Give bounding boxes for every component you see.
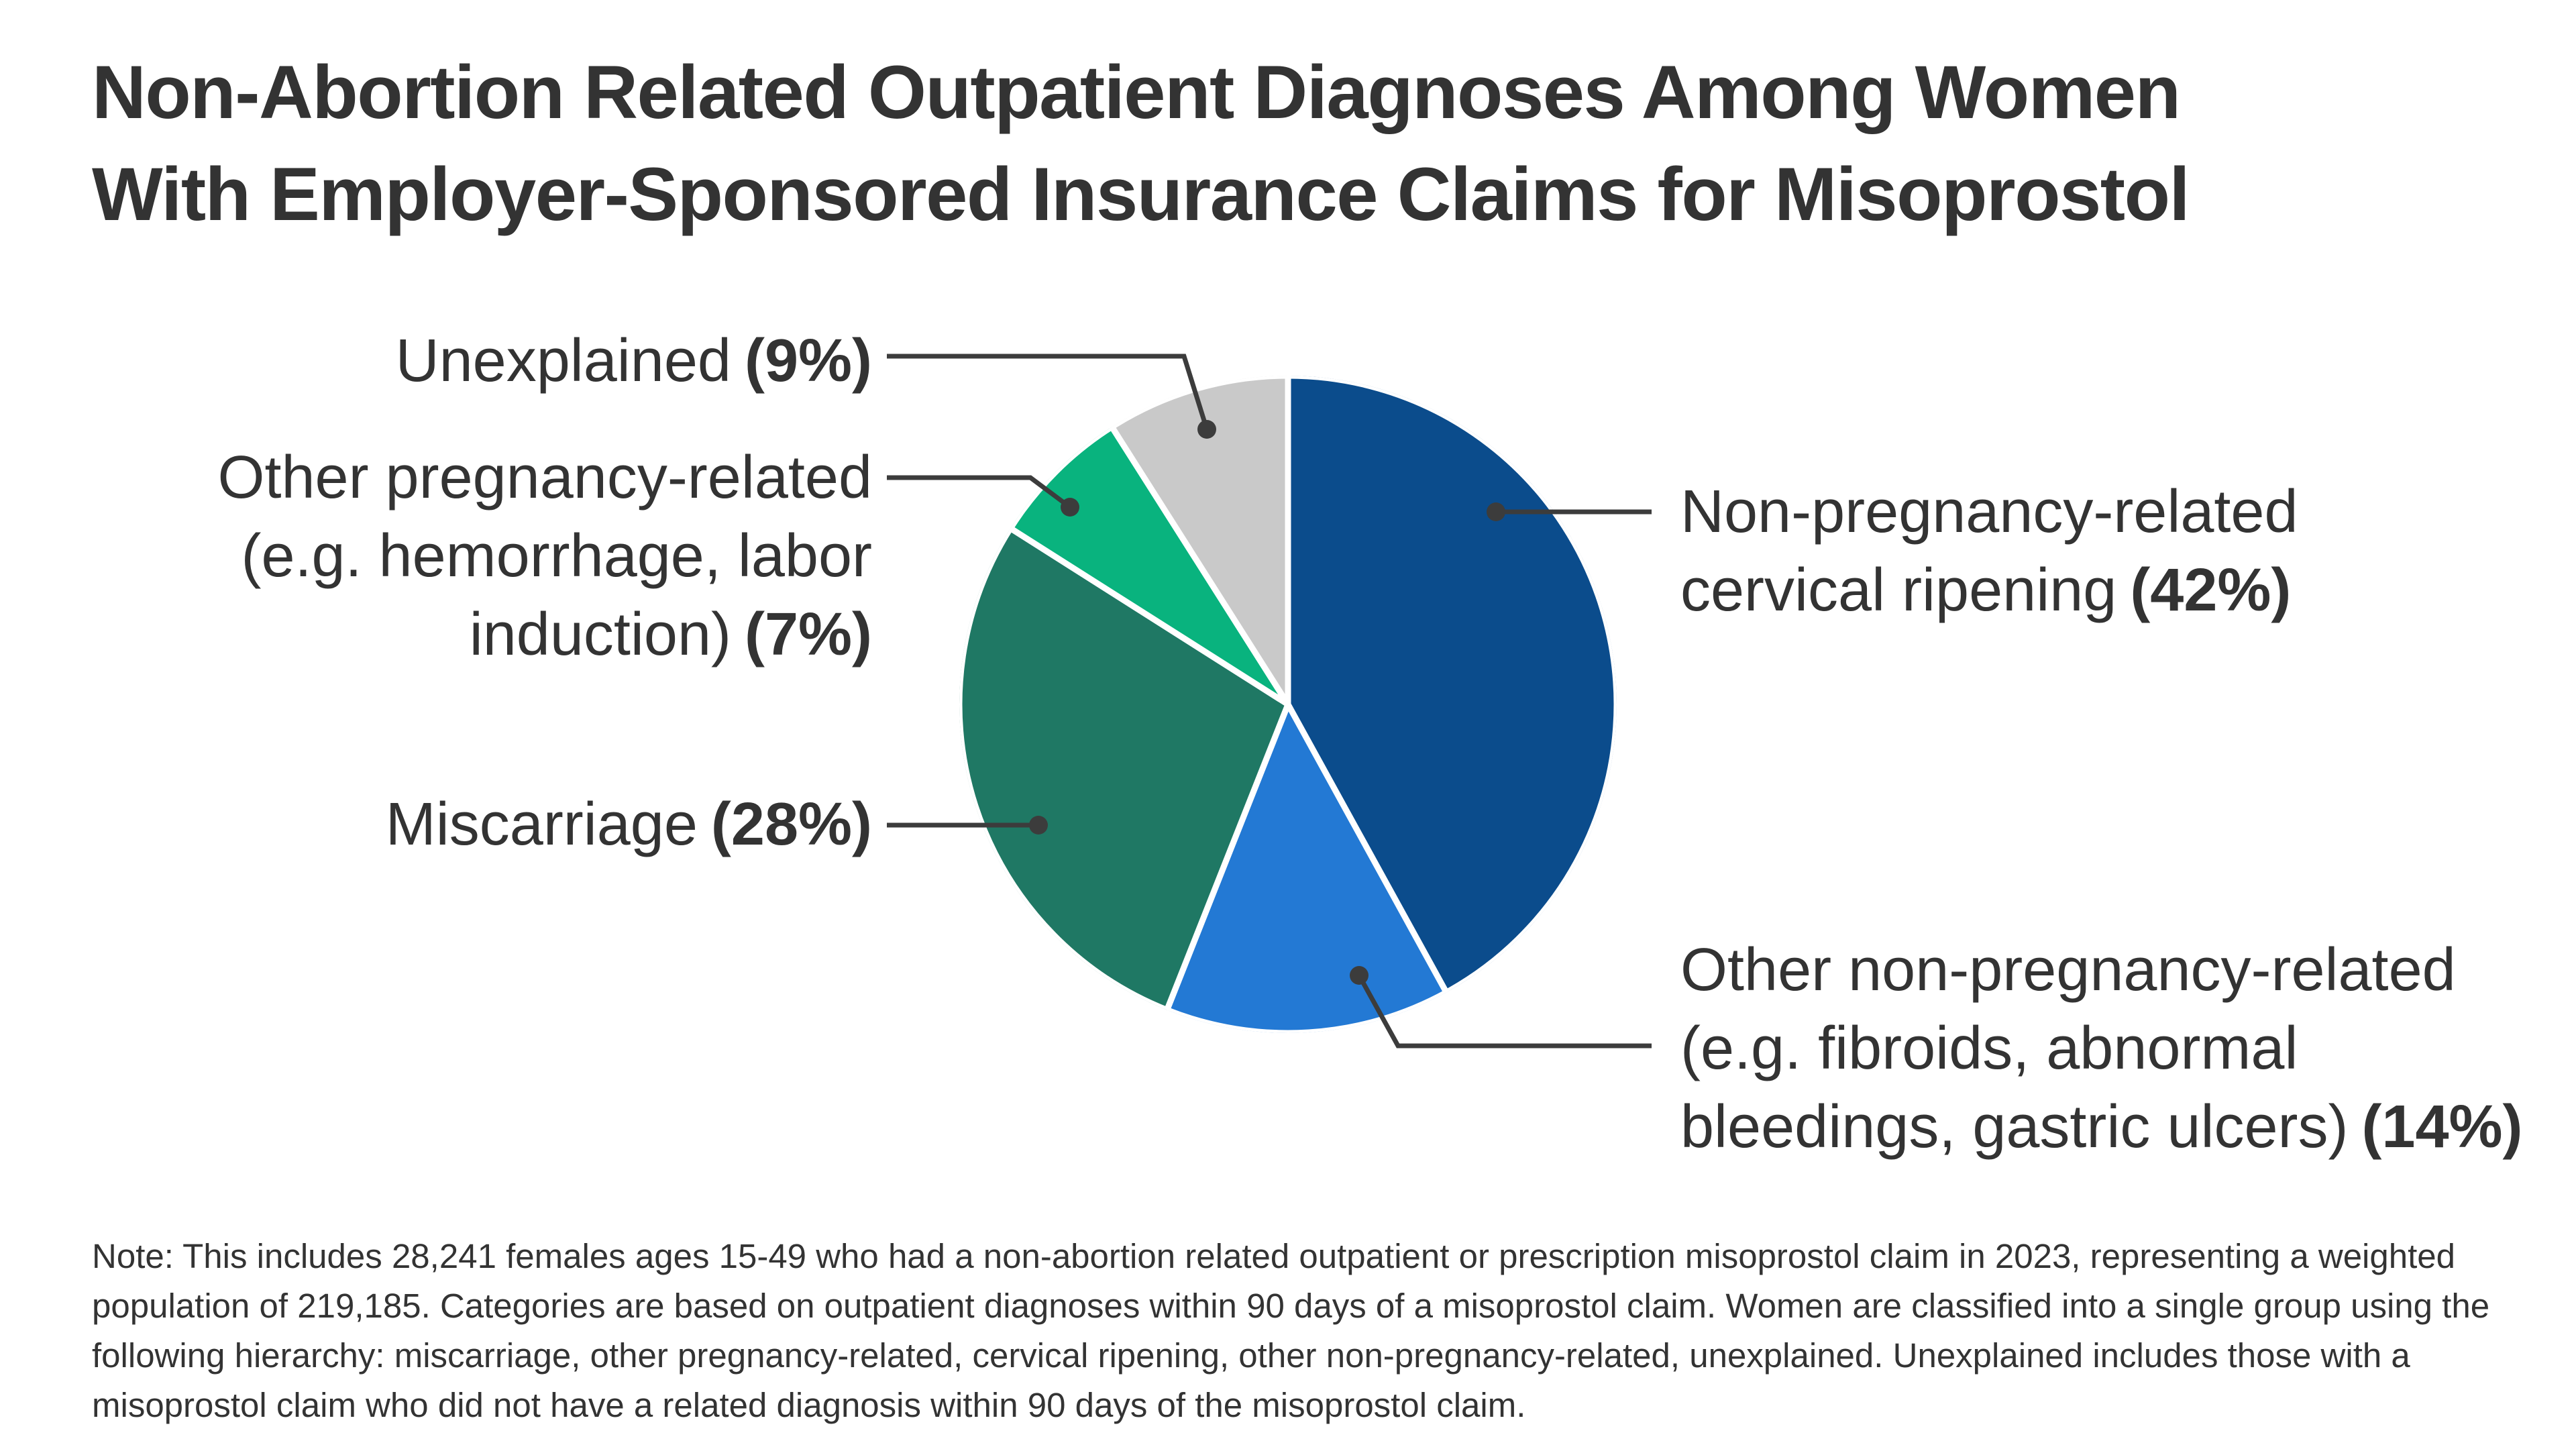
callout-dot-other-non-pregnancy-related-e-g-fibroids <box>1350 966 1368 985</box>
pie-slice-miscarriage <box>959 525 1291 1014</box>
label-non-pregnancy-pct: (42%) <box>2130 557 2292 624</box>
callout-dot-miscarriage <box>1029 816 1048 835</box>
chart-footnote: Note: This includes 28,241 females ages … <box>92 1237 2490 1424</box>
label-unexplained-text: Unexplained <box>395 327 731 394</box>
label-other-pregnancy-line-2: (e.g. hemorrhage, labor <box>241 523 872 590</box>
chart-title-line-1: Non-Abortion Related Outpatient Diagnose… <box>92 50 2181 134</box>
chart-title-line-2: With Employer-Sponsored Insurance Claims… <box>92 152 2190 236</box>
callout-line-unexplained <box>887 354 1210 431</box>
label-non-pregnancy-line-2: cervical ripening (42%) <box>1680 557 2292 624</box>
label-other-non-pregnancy: Other non-pregnancy-related (e.g. fibroi… <box>1680 931 2523 1167</box>
pie-slice-non-pregnancy-related-cervical-ripening <box>1285 376 1617 996</box>
pie-slices <box>959 376 1617 1033</box>
pie-slice-other-non-pregnancy-related-e-g-fibroids <box>1164 701 1450 1033</box>
label-other-pregnancy-line-1: Other pregnancy-related <box>217 444 872 511</box>
label-other-non-pregnancy-line-1: Other non-pregnancy-related <box>1680 936 2456 1004</box>
label-other-non-pregnancy-line-3: bleedings, gastric ulcers) (14%) <box>1680 1093 2523 1161</box>
label-miscarriage: Miscarriage (28%) <box>386 786 872 864</box>
label-unexplained-pct: (9%) <box>744 327 872 394</box>
label-other-pregnancy-pct: (7%) <box>744 601 872 668</box>
label-other-non-pregnancy-line-2: (e.g. fibroids, abnormal <box>1680 1015 2298 1082</box>
callout-dot-other-pregnancy-related-e-g-hemorrhage-l <box>1061 498 1079 517</box>
label-other-pregnancy: Other pregnancy-related (e.g. hemorrhage… <box>217 439 872 674</box>
chart-title: Non-Abortion Related Outpatient Diagnose… <box>92 42 2547 246</box>
label-miscarriage-text: Miscarriage <box>385 791 698 858</box>
label-miscarriage-pct: (28%) <box>710 791 872 858</box>
callout-line-other-non-pregnancy-related-e-g-fibroids <box>1356 974 1652 1049</box>
label-unexplained: Unexplained (9%) <box>396 322 872 400</box>
label-non-pregnancy: Non-pregnancy-related cervical ripening(… <box>1680 473 2298 630</box>
label-non-pregnancy-line-1: Non-pregnancy-related <box>1680 478 2298 545</box>
callout-line-other-pregnancy-related-e-g-hemorrhage-l <box>887 475 1072 509</box>
label-other-non-pregnancy-pct: (14%) <box>2361 1093 2523 1161</box>
callout-dot-non-pregnancy-related-cervical-ripening <box>1487 502 1505 521</box>
callout-dot-unexplained <box>1197 420 1216 439</box>
label-other-pregnancy-line-3: induction) (7%) <box>469 601 872 668</box>
